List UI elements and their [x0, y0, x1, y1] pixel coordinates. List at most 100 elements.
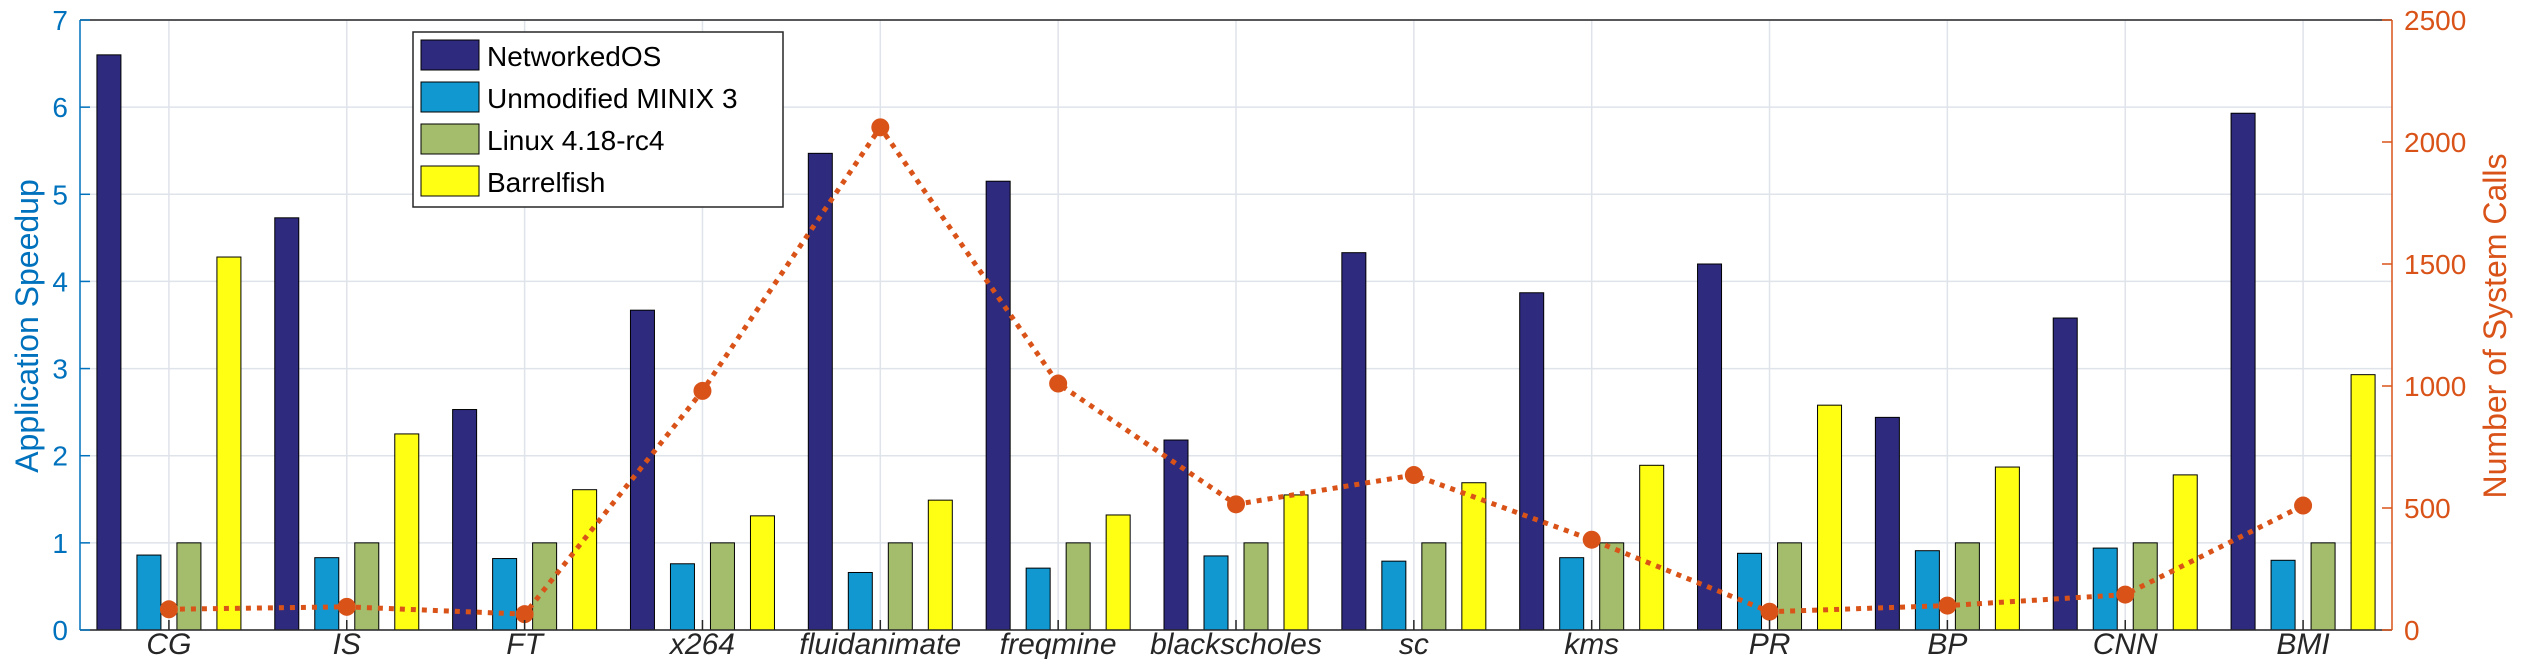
bar-networkedos-PR [1697, 263, 1723, 631]
bar-networkedos-kms [1519, 292, 1545, 631]
syscall-point-PR [1760, 602, 1779, 621]
y-axis-title: Application Speedup [9, 179, 45, 473]
bar-unmodified-minix-3-BP [1914, 550, 1940, 631]
bar-networkedos-BMI [2230, 112, 2256, 631]
bar-unmodified-minix-3-CNN [2092, 547, 2118, 631]
axes: 0 1 2 3 4 5 6 7 0 500 1000 1500 2000 2500 CG IS FT x264 fl… [52, 5, 2466, 659]
y-tick-label: 2 [52, 441, 68, 472]
syscall-line [159, 118, 2313, 624]
syscall-point-BMI [2294, 496, 2313, 515]
x-tick-label-sc: sc [1399, 628, 1429, 659]
syscall-point-IS [337, 597, 356, 616]
syscall-point-x264 [693, 381, 712, 400]
bar-unmodified-minix-3-FT [492, 558, 518, 631]
y-tick-label: 7 [52, 5, 68, 36]
bar-barrelfish-CNN [2172, 474, 2198, 631]
x-tick-label-fluidanimate: fluidanimate [799, 628, 961, 659]
y-tick-label: 3 [52, 354, 68, 385]
bar-unmodified-minix-3-BMI [2270, 559, 2296, 631]
x-tick-label-BP: BP [1927, 628, 1967, 659]
bar-barrelfish-freqmine [1105, 514, 1131, 631]
legend-swatch-networkedos [420, 39, 480, 71]
bar-unmodified-minix-3-blackscholes [1203, 555, 1229, 631]
y2-tick-label: 1000 [2404, 371, 2466, 402]
x-tick-label-kms: kms [1564, 628, 1619, 659]
bar-networkedos-FT [452, 409, 478, 631]
y2-tick-label: 0 [2404, 615, 2420, 646]
bar-barrelfish-FT [572, 489, 598, 631]
bar-linux-4-18-rc4-CNN [2132, 542, 2158, 631]
x-tick-label-CG: CG [146, 628, 191, 659]
bar-barrelfish-BP [1994, 466, 2020, 631]
bar-linux-4-18-rc4-x264 [709, 542, 735, 631]
bar-unmodified-minix-3-fluidanimate [847, 571, 873, 631]
bar-linux-4-18-rc4-kms [1599, 542, 1625, 631]
syscall-point-kms [1582, 530, 1601, 549]
bar-barrelfish-blackscholes [1283, 494, 1309, 631]
bar-linux-4-18-rc4-BP [1954, 542, 1980, 631]
bar-networkedos-sc [1341, 252, 1367, 631]
bar-linux-4-18-rc4-BMI [2310, 542, 2336, 631]
syscall-point-fluidanimate [871, 118, 890, 137]
x-tick-label-IS: IS [333, 628, 361, 659]
bar-barrelfish-sc [1461, 482, 1487, 631]
bar-linux-4-18-rc4-fluidanimate [887, 542, 913, 631]
bar-linux-4-18-rc4-IS [354, 542, 380, 631]
y2-tick-label: 2500 [2404, 5, 2466, 36]
bar-barrelfish-IS [394, 433, 420, 631]
bar-barrelfish-CG [216, 256, 242, 631]
legend-label-networkedos: NetworkedOS [487, 41, 661, 72]
legend-swatch-minix [420, 81, 480, 113]
y-tick-label: 0 [52, 615, 68, 646]
x-tick-label-PR: PR [1749, 628, 1791, 659]
bar-barrelfish-fluidanimate [927, 499, 953, 631]
bar-unmodified-minix-3-sc [1381, 560, 1407, 631]
legend-label-linux: Linux 4.18-rc4 [487, 125, 664, 156]
bar-barrelfish-x264 [749, 515, 775, 631]
legend: NetworkedOS Unmodified MINIX 3 Linux 4.1… [412, 31, 784, 208]
bar-linux-4-18-rc4-CG [176, 542, 202, 631]
y2-tick-label: 1500 [2404, 249, 2466, 280]
bar-networkedos-blackscholes [1163, 439, 1189, 631]
y-tick-label: 6 [52, 92, 68, 123]
syscall-point-CG [159, 600, 178, 619]
x-tick-label-FT: FT [506, 628, 545, 659]
y2-tick-label: 2000 [2404, 127, 2466, 158]
bar-linux-4-18-rc4-blackscholes [1243, 542, 1269, 631]
syscall-point-sc [1404, 466, 1423, 485]
bar-unmodified-minix-3-freqmine [1025, 567, 1051, 631]
x-tick-label-blackscholes: blackscholes [1150, 628, 1322, 659]
x-tick-label-CNN: CNN [2093, 628, 2158, 659]
y-tick-label: 5 [52, 179, 68, 210]
bar-unmodified-minix-3-x264 [669, 563, 695, 631]
syscall-point-freqmine [1049, 374, 1068, 393]
syscall-point-FT [515, 605, 534, 624]
y-tick-label: 4 [52, 266, 68, 297]
bar-unmodified-minix-3-CG [136, 554, 162, 631]
bar-barrelfish-BMI [2350, 374, 2376, 631]
bar-linux-4-18-rc4-sc [1421, 542, 1447, 631]
y2-axis-title: Number of System Calls [2477, 154, 2513, 499]
syscall-point-CNN [2116, 585, 2135, 604]
legend-label-barrelfish: Barrelfish [487, 167, 605, 198]
bar-networkedos-CNN [2052, 317, 2078, 631]
bar-unmodified-minix-3-IS [314, 557, 340, 631]
legend-swatch-barrelfish [420, 165, 480, 197]
bar-networkedos-freqmine [985, 180, 1011, 631]
bar-barrelfish-kms [1639, 464, 1665, 631]
syscall-point-blackscholes [1227, 495, 1245, 514]
legend-label-minix: Unmodified MINIX 3 [487, 83, 738, 114]
x-tick-label-freqmine: freqmine [1000, 628, 1117, 659]
syscall-point-BP [1938, 596, 1957, 615]
bar-networkedos-IS [274, 217, 300, 631]
bar-networkedos-fluidanimate [807, 152, 833, 631]
y-tick-label: 1 [52, 528, 68, 559]
bar-unmodified-minix-3-PR [1737, 552, 1763, 631]
bar-linux-4-18-rc4-freqmine [1065, 542, 1091, 631]
bar-barrelfish-PR [1817, 404, 1843, 631]
x-tick-label-BMI: BMI [2276, 628, 2329, 659]
bar-networkedos-CG [96, 54, 122, 631]
y2-tick-label: 500 [2404, 493, 2451, 524]
legend-swatch-linux [420, 123, 480, 155]
